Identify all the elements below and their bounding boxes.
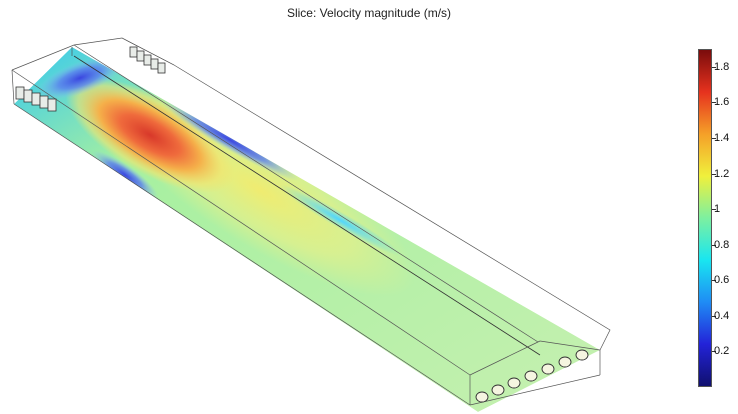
velocity-slice <box>14 47 600 412</box>
colorbar-tick-label: 0.4 <box>714 310 730 322</box>
inlets-left <box>15 86 57 112</box>
colorbar-tick-mark <box>712 351 716 352</box>
colorbar-tick-mark <box>712 174 716 175</box>
inlets-top <box>129 46 166 74</box>
colorbar-tick-mark <box>712 209 716 210</box>
colorbar-tick-label: 1.2 <box>714 168 730 180</box>
colorbar-tick-mark <box>712 67 716 68</box>
colorbar-tick-mark <box>712 245 716 246</box>
colorbar-tick-label: 0.2 <box>714 345 730 357</box>
colorbar-tick-label: 0.6 <box>714 274 730 286</box>
cyan-edge <box>279 184 401 256</box>
colorbar-tick-mark <box>712 138 716 139</box>
colorbar-tick-label: 1.8 <box>714 61 730 73</box>
low-velocity-top <box>37 56 123 100</box>
outlets <box>475 349 589 403</box>
colorbar <box>698 49 712 387</box>
hot-region <box>65 77 235 193</box>
low-velocity-upper-edge <box>160 99 300 181</box>
colorbar-tick-label: 1 <box>714 203 721 215</box>
colorbar-tick-label: 1.4 <box>714 132 730 144</box>
domain-wireframe <box>11 37 611 406</box>
low-velocity-lower-edge <box>91 150 159 200</box>
colorbar-tick-mark <box>712 280 716 281</box>
plot-title: Slice: Velocity magnitude (m/s) <box>286 6 452 20</box>
colorbar-tick-label: 0.8 <box>714 239 730 251</box>
colorbar-tick-mark <box>712 316 716 317</box>
colorbar-tick-label: 1.6 <box>714 96 730 108</box>
colorbar-tick-mark <box>712 102 716 103</box>
